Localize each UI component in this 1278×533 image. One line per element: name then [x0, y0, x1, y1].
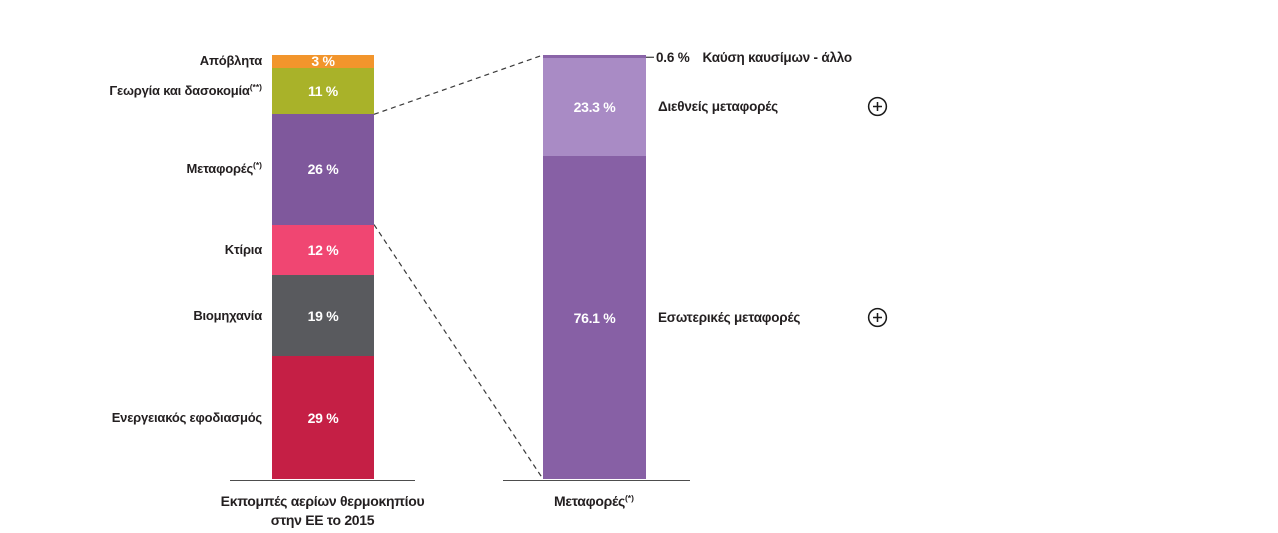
connector-line-top: [373, 54, 544, 115]
segment-value-label: 3 %: [311, 53, 335, 70]
segment-value-label: 11 %: [308, 83, 338, 100]
left-axis-caption: Εκπομπές αερίων θερμοκηπίου στην ΕΕ το 2…: [170, 492, 475, 530]
segment-value-label: 76.1 %: [573, 309, 616, 326]
right-axis-caption-footnote-mark: (*): [624, 493, 634, 503]
category-label-text: Ενεργειακός εφοδιασμός: [111, 409, 262, 425]
transport-breakdown-segment-2[interactable]: 76.1 %: [543, 156, 646, 479]
left-axis-line: [230, 480, 415, 481]
eu-ghg-2015-segment-5[interactable]: 29 %: [272, 356, 374, 479]
eu-ghg-2015-segment-3[interactable]: 12 %: [272, 224, 374, 276]
segment-value-label: 23.3 %: [573, 98, 616, 115]
segment-value-label: 12 %: [307, 242, 339, 259]
category-label-text: Κτίρια: [224, 242, 262, 258]
segment-value-label: 26 %: [307, 161, 339, 178]
segment-category-label: Εσωτερικές μεταφορές: [658, 309, 801, 325]
right-axis-caption: Μεταφορές(*): [444, 492, 744, 513]
left-axis-caption-line1: Εκπομπές αερίων θερμοκηπίου: [220, 493, 425, 509]
eu-ghg-2015-segment-4[interactable]: 19 %: [272, 275, 374, 357]
right-axis-line: [503, 480, 690, 481]
category-label: Κτίρια: [0, 241, 262, 258]
eu-ghg-2015-segment-2[interactable]: 26 %: [272, 114, 374, 225]
connector-line-bottom: [373, 224, 544, 480]
segment-category-label: Διεθνείς μεταφορές: [658, 98, 778, 114]
transport-breakdown-segment-1[interactable]: 23.3 %: [543, 57, 646, 157]
category-label: Βιομηχανία: [0, 307, 262, 324]
eu-ghg-2015-segment-0[interactable]: 3 %: [272, 53, 374, 70]
callout-value-label: 0.6 %: [656, 50, 690, 66]
eu-ghg-2015-segment-1[interactable]: 11 %: [272, 67, 374, 115]
right-axis-caption-text: Μεταφορές: [554, 493, 625, 509]
category-label: Γεωργία και δασοκομία(**): [0, 82, 262, 101]
category-label: Απόβλητα: [0, 52, 262, 69]
plus-circle-icon[interactable]: [867, 96, 888, 117]
plus-circle-icon[interactable]: [867, 307, 888, 328]
segment-value-label: 19 %: [307, 307, 339, 324]
segment-callout-label: 0.6 % Καύση καυσίμων - άλλο: [656, 49, 852, 66]
category-label-text: Απόβλητα: [199, 53, 262, 69]
category-label-text: Βιομηχανία: [193, 307, 262, 323]
category-label-text: Μεταφορές: [186, 161, 254, 177]
callout-category-label: Καύση καυσίμων - άλλο: [702, 50, 853, 66]
left-axis-caption-line2: στην ΕΕ το 2015: [270, 512, 375, 528]
category-label: Ενεργειακός εφοδιασμός: [0, 409, 262, 426]
category-label-text: Γεωργία και δασοκομία: [109, 83, 250, 99]
footnote-mark: (**): [249, 82, 262, 93]
category-label: Μεταφορές(*): [0, 160, 262, 179]
segment-value-label: 29 %: [307, 409, 339, 426]
footnote-mark: (*): [253, 160, 262, 171]
transport-breakdown-segment-0[interactable]: [543, 55, 646, 58]
